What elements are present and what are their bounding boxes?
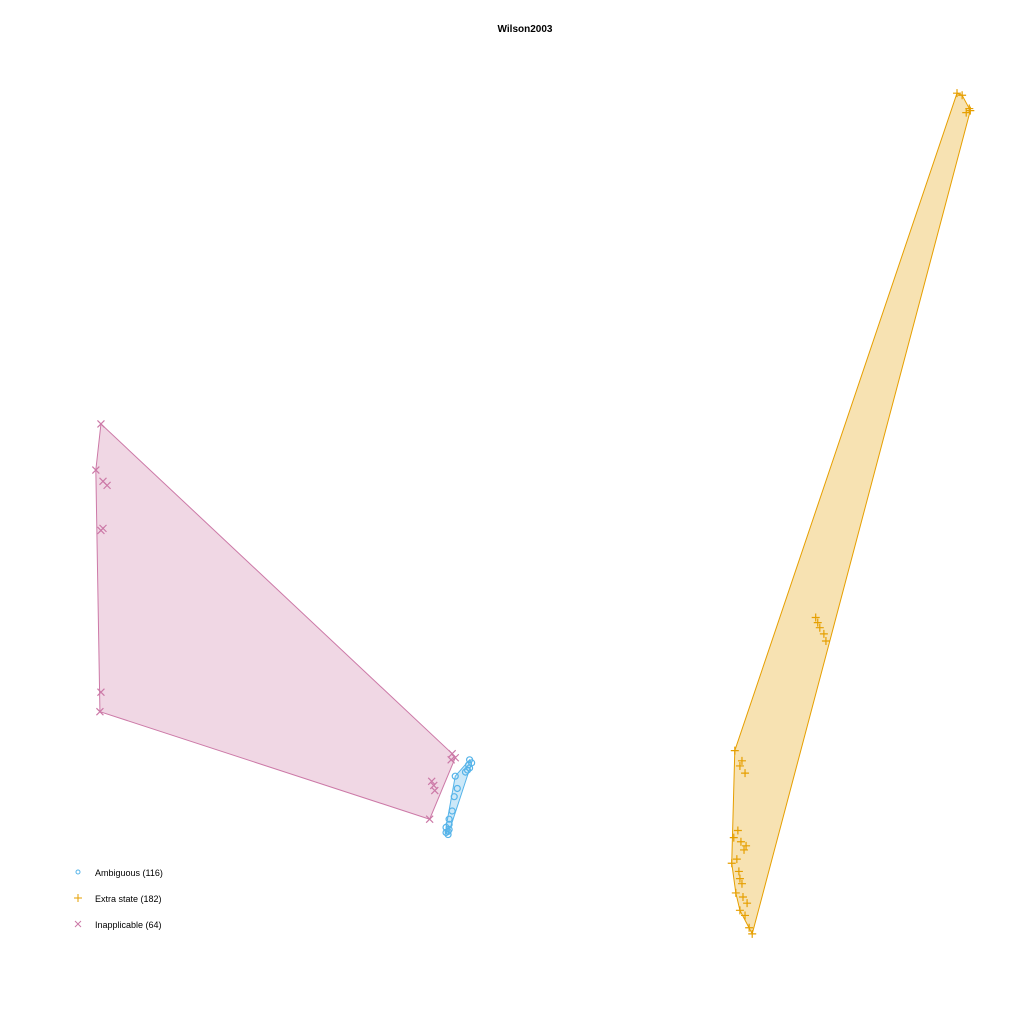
point-series-1-13 — [735, 761, 744, 770]
point-series-0-4 — [464, 761, 473, 769]
point-series-1-9 — [813, 618, 822, 627]
point-series-0-7 — [448, 807, 456, 815]
point-series-2-7 — [95, 707, 104, 716]
point-series-0-14 — [445, 820, 453, 828]
point-series-1-21 — [734, 867, 743, 876]
point-series-1-5 — [811, 613, 820, 622]
point-series-1-20 — [727, 859, 736, 868]
point-series-0-13 — [445, 825, 453, 834]
point-series-2-13 — [451, 753, 460, 762]
point-series-1-15 — [733, 826, 742, 835]
legend-circle-icon — [70, 866, 86, 880]
point-series-1-10 — [730, 746, 739, 755]
legend-label: Extra state (182) — [95, 894, 162, 904]
point-series-0-8 — [445, 815, 453, 823]
point-series-1-17 — [740, 845, 749, 854]
point-series-0-11 — [444, 830, 452, 839]
point-series-1-26 — [743, 899, 752, 908]
point-series-1-0 — [953, 89, 962, 98]
legend-item-ambiguous: Ambiguous (116) — [70, 866, 163, 892]
point-series-1-2 — [965, 104, 974, 113]
point-series-1-27 — [735, 906, 744, 915]
point-series-1-11 — [737, 756, 746, 765]
point-series-1-23 — [737, 879, 746, 888]
point-series-1-14 — [729, 833, 738, 842]
hull-series-2 — [95, 422, 456, 820]
point-series-2-0 — [97, 420, 105, 428]
legend-item-extra-state: Extra state (182) — [70, 892, 163, 918]
point-series-1-19 — [732, 855, 741, 864]
point-series-1-22 — [735, 874, 744, 883]
point-series-1-24 — [731, 888, 740, 897]
point-series-1-29 — [745, 923, 754, 932]
point-series-2-12 — [448, 749, 457, 758]
point-series-1-30 — [748, 929, 757, 938]
point-series-1-3 — [962, 108, 971, 117]
point-series-1-12 — [741, 769, 750, 778]
point-series-2-11 — [430, 786, 439, 795]
hull-series-1 — [731, 92, 971, 936]
point-series-0-6 — [450, 793, 458, 801]
point-series-1-7 — [819, 629, 828, 638]
legend-item-inapplicable: Inapplicable (64) — [70, 918, 163, 944]
point-series-1-8 — [821, 637, 830, 646]
point-series-2-3 — [103, 481, 112, 490]
chart-title: Wilson2003 — [497, 24, 553, 35]
point-series-2-1 — [91, 466, 100, 474]
point-series-0-3 — [465, 764, 474, 772]
legend-label: Inapplicable (64) — [95, 920, 162, 930]
point-series-1-25 — [738, 893, 747, 902]
point-series-2-6 — [97, 688, 105, 697]
point-series-0-16 — [463, 766, 472, 774]
point-series-2-8 — [425, 815, 434, 824]
legend-label: Ambiguous (116) — [95, 868, 163, 878]
point-series-1-6 — [815, 623, 824, 632]
point-series-0-5 — [453, 784, 461, 793]
point-series-1-18 — [742, 841, 751, 850]
legend-cross-icon — [70, 918, 86, 932]
legend-plus-icon — [70, 892, 86, 906]
point-series-0-0 — [451, 772, 459, 780]
point-series-2-14 — [447, 755, 456, 764]
point-series-2-5 — [97, 526, 105, 535]
point-series-1-28 — [741, 911, 750, 920]
point-series-2-9 — [427, 777, 436, 786]
legend: Ambiguous (116) Extra state (182) Inappl… — [70, 866, 163, 944]
point-series-0-15 — [461, 768, 470, 776]
point-series-1-16 — [736, 837, 745, 846]
point-series-1-1 — [958, 91, 967, 100]
point-series-1-4 — [966, 106, 975, 115]
